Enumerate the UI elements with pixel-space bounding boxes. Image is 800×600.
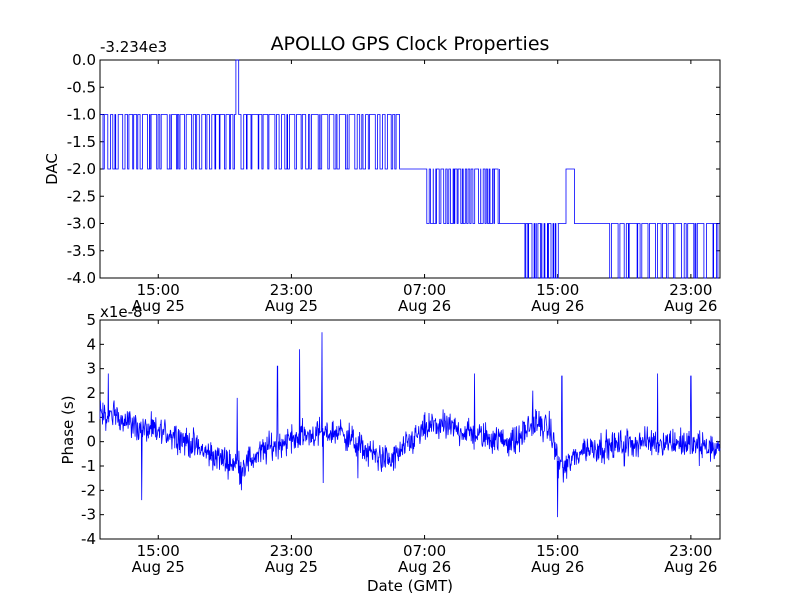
dac-series-line <box>100 59 720 279</box>
phase-xtick-time: 07:00 <box>403 542 446 560</box>
dac-ytick-label: -2.5 <box>67 187 96 205</box>
dac-ytick-label: -1.5 <box>67 133 96 151</box>
phase-ytick-label: -3 <box>81 506 96 524</box>
phase-axes: x1e-8 Phase (s) Date (GMT) 5 4 3 2 1 0 -1 -2 -3 -… <box>59 303 721 595</box>
dac-xtick-date: Aug 26 <box>531 297 584 315</box>
phase-xtick-date: Aug 26 <box>398 558 451 576</box>
phase-ytick-label: 0 <box>86 433 96 451</box>
phase-ytick-label: -1 <box>81 457 96 475</box>
phase-ylabel: Phase (s) <box>59 395 77 464</box>
dac-xtick-time: 15:00 <box>137 281 180 299</box>
dac-xtick-date: Aug 25 <box>132 297 185 315</box>
phase-xtick-time: 15:00 <box>536 542 579 560</box>
dac-xtick-date: Aug 26 <box>398 297 451 315</box>
phase-xtick-time: 15:00 <box>137 542 180 560</box>
dac-xtick-time: 23:00 <box>669 281 712 299</box>
dac-ytick-label: -4.0 <box>67 269 96 287</box>
dac-axes: -3.234e3 DAC 0.0 -0.5 -1.0 -1.5 -2.0 -2.5 -3.0… <box>43 38 721 315</box>
dac-ytick-label: -1.0 <box>67 106 96 124</box>
dac-ytick-label: -3.5 <box>67 242 96 260</box>
dac-xtick-date: Aug 26 <box>664 297 717 315</box>
phase-series-line <box>99 332 721 518</box>
dac-ytick-label: -3.0 <box>67 215 96 233</box>
phase-y-ticks: 5 4 3 2 1 0 -1 -2 -3 -4 <box>81 311 720 548</box>
dac-offset-text: -3.234e3 <box>100 38 167 56</box>
dac-ytick-label: -2.0 <box>67 160 96 178</box>
dac-ytick-label: 0.0 <box>72 51 96 69</box>
phase-ytick-label: 2 <box>86 384 96 402</box>
phase-plot-frame <box>99 319 721 540</box>
phase-ytick-label: -2 <box>81 481 96 499</box>
phase-ytick-label: -4 <box>81 530 96 548</box>
phase-xtick-date: Aug 26 <box>531 558 584 576</box>
dac-xtick-date: Aug 25 <box>265 297 318 315</box>
phase-xtick-date: Aug 26 <box>664 558 717 576</box>
dac-xtick-time: 15:00 <box>536 281 579 299</box>
dac-xtick-time: 23:00 <box>270 281 313 299</box>
phase-xtick-date: Aug 25 <box>265 558 318 576</box>
phase-xtick-time: 23:00 <box>270 542 313 560</box>
dac-y-ticks: 0.0 -0.5 -1.0 -1.5 -2.0 -2.5 -3.0 -3.5 -4.0 <box>67 51 720 287</box>
phase-ytick-label: 3 <box>86 360 96 378</box>
phase-ytick-label: 4 <box>86 335 96 353</box>
phase-xlabel: Date (GMT) <box>367 577 453 595</box>
phase-xtick-time: 23:00 <box>669 542 712 560</box>
dac-xtick-time: 07:00 <box>403 281 446 299</box>
phase-ytick-label: 5 <box>86 311 96 329</box>
phase-xtick-date: Aug 25 <box>132 558 185 576</box>
phase-offset-text: x1e-8 <box>100 303 143 321</box>
phase-ytick-label: 1 <box>86 408 96 426</box>
chart-title: APOLLO GPS Clock Properties <box>271 33 550 55</box>
dac-ylabel: DAC <box>43 153 61 185</box>
dac-ytick-label: -0.5 <box>67 78 96 96</box>
